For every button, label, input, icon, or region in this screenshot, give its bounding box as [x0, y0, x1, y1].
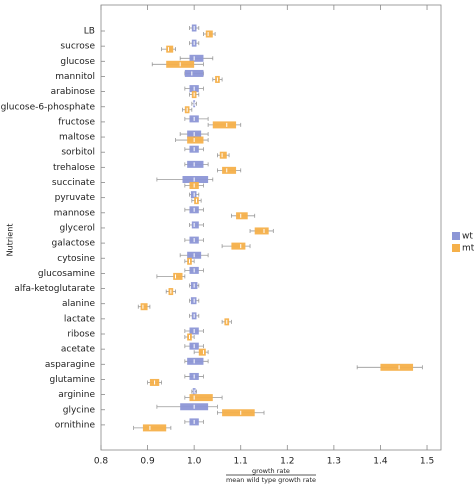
box — [142, 424, 167, 432]
box — [140, 303, 148, 311]
y-tick-label: ribose — [67, 330, 95, 340]
y-tick-label: LB — [84, 27, 95, 37]
box — [166, 45, 174, 53]
box — [198, 348, 206, 356]
y-tick-label: sorbitol — [61, 148, 95, 158]
box — [205, 30, 213, 38]
box — [189, 54, 204, 62]
plot-frame — [100, 4, 442, 451]
y-tick-label: ornithine — [55, 420, 96, 430]
y-tick-label: glycerol — [59, 223, 95, 233]
y-tick-label: mannose — [54, 208, 96, 218]
legend-swatch — [452, 232, 460, 240]
y-tick-label: trehalose — [53, 163, 95, 173]
x-tick-label: 1.2 — [280, 457, 294, 467]
y-tick-label: glucose — [60, 57, 95, 67]
box — [187, 357, 204, 365]
y-tick-label: glycine — [63, 405, 96, 415]
y-tick-label: galactose — [52, 239, 96, 249]
box — [254, 227, 269, 235]
x-tick-label: 1.3 — [327, 457, 341, 467]
y-tick-label: lactate — [64, 314, 96, 324]
box — [380, 363, 414, 371]
y-tick-label: glucosamine — [38, 269, 96, 279]
box — [184, 69, 204, 77]
y-tick-label: asparagine — [45, 360, 96, 370]
y-tick-label: glucose-6-phosphate — [1, 102, 96, 112]
x-tick-label: 1.5 — [420, 457, 434, 467]
box — [236, 212, 248, 220]
x-tick-label: 1.1 — [234, 457, 248, 467]
legend-label: mt — [462, 244, 474, 254]
y-tick-label: acetate — [61, 345, 96, 355]
y-tick-label: mannitol — [55, 72, 95, 82]
y-tick-label: cytosine — [57, 254, 95, 264]
y-tick-label: succinate — [52, 178, 96, 188]
box — [187, 160, 204, 168]
y-tick-label: pyruvate — [55, 193, 96, 203]
box — [222, 409, 255, 417]
box — [191, 221, 199, 229]
y-tick-label: sucrose — [60, 42, 95, 52]
x-axis-label-numerator: growth rate — [252, 467, 290, 475]
box — [173, 272, 183, 280]
box — [187, 136, 204, 144]
y-tick-label: maltose — [59, 133, 96, 143]
box — [222, 166, 237, 174]
y-tick-label: glutamine — [50, 375, 96, 385]
y-tick-label: arginine — [58, 390, 95, 400]
y-tick-label: fructose — [58, 117, 95, 127]
x-tick-label: 1.4 — [373, 457, 388, 467]
legend-label: wt — [462, 232, 473, 242]
box — [189, 394, 213, 402]
x-tick-label: 0.9 — [140, 457, 155, 467]
box — [212, 121, 237, 129]
box — [231, 242, 246, 250]
legend-swatch — [452, 244, 460, 252]
y-tick-label: arabinose — [51, 87, 96, 97]
y-tick-label: alanine — [62, 299, 95, 309]
y-axis-label: Nutrient — [6, 224, 15, 257]
x-tick-label: 1.0 — [187, 457, 202, 467]
box — [219, 151, 227, 159]
x-tick-label: 0.8 — [94, 457, 109, 467]
x-axis-label-denominator: mean wild type growth rate — [226, 476, 316, 484]
box — [182, 176, 209, 183]
y-tick-label: alfa-ketoglutarate — [14, 284, 95, 294]
